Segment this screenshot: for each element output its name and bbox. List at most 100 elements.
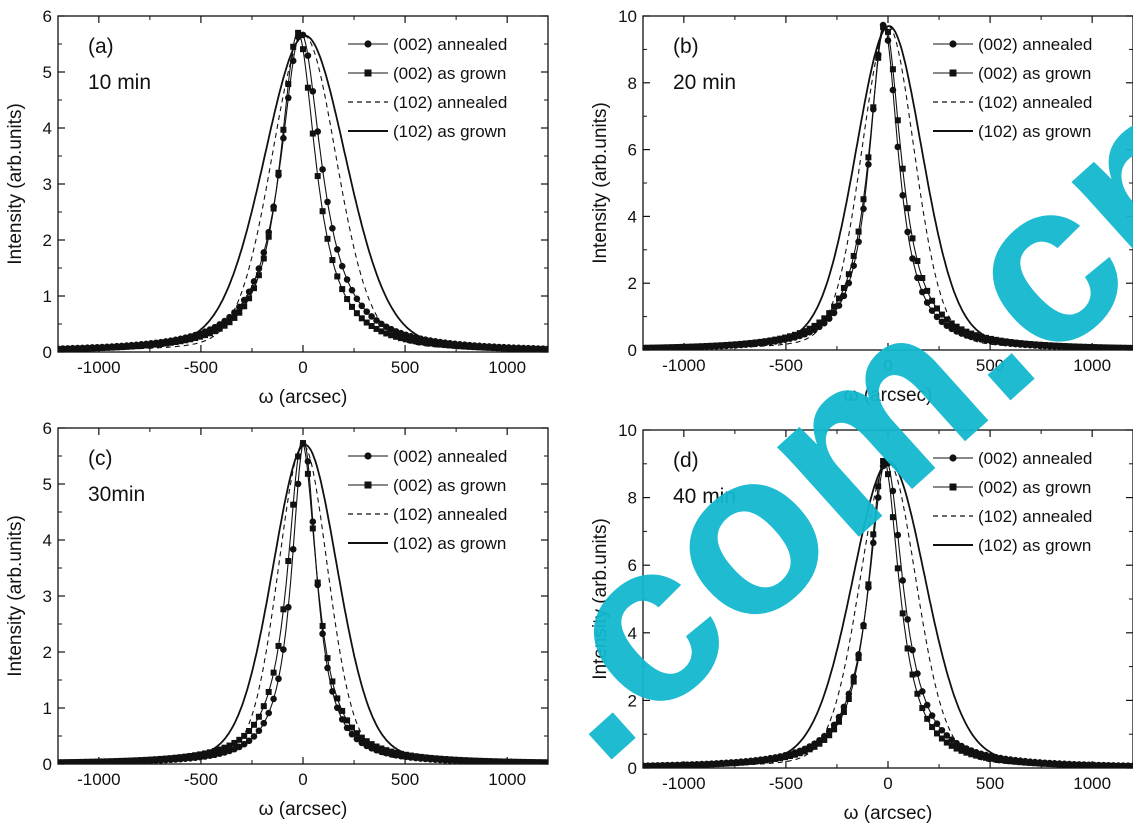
data-point-square <box>968 751 975 758</box>
data-point-circle <box>919 288 926 296</box>
data-point-square <box>368 323 375 330</box>
data-point-square <box>177 754 184 761</box>
data-point-square <box>860 196 867 203</box>
data-point-circle <box>368 313 375 320</box>
data-point-square <box>319 622 326 629</box>
data-point-square <box>319 208 326 215</box>
data-point-square <box>349 724 355 731</box>
data-point-square <box>953 745 960 752</box>
data-point-square <box>309 525 316 532</box>
data-point-square <box>777 335 784 342</box>
data-point-square <box>723 341 730 348</box>
legend-marker-circle <box>949 40 957 48</box>
data-point-square <box>192 335 199 342</box>
data-point-square <box>791 751 798 758</box>
data-point-square <box>241 303 248 310</box>
data-point-circle <box>348 286 356 294</box>
data-point-square <box>383 747 390 754</box>
data-point-square <box>265 688 272 695</box>
data-point-square <box>344 296 351 303</box>
data-point-square <box>231 314 238 321</box>
y-tick-label: 2 <box>628 691 637 710</box>
data-point-circle <box>923 701 931 709</box>
data-point-square <box>432 341 439 348</box>
data-point-square <box>958 747 965 754</box>
data-point-circle <box>334 246 341 253</box>
data-point-circle <box>285 94 292 102</box>
data-point-circle <box>319 166 326 173</box>
data-point-square <box>324 655 331 662</box>
data-point-square <box>412 338 419 345</box>
data-point-square <box>948 742 955 749</box>
data-point-circle <box>280 646 287 653</box>
legend-label: (102) as grown <box>978 536 1091 555</box>
data-point-square <box>943 316 950 323</box>
data-point-circle <box>334 704 341 712</box>
legend-marker-square <box>364 69 372 77</box>
legend-marker-square <box>949 483 957 491</box>
data-point-square <box>280 126 287 133</box>
data-point-square <box>187 336 194 343</box>
data-point-square <box>904 645 911 652</box>
data-point-circle <box>338 262 346 270</box>
data-point-square <box>231 739 238 746</box>
data-point-square <box>914 258 921 265</box>
data-point-square <box>904 205 911 212</box>
data-point-square <box>339 286 346 293</box>
data-point-square <box>875 54 882 61</box>
data-point-circle <box>353 735 361 743</box>
x-axis-label: ω (arcsec) <box>259 387 348 408</box>
data-point-circle <box>383 323 390 331</box>
data-point-square <box>870 531 877 538</box>
y-tick-label: 4 <box>628 624 637 643</box>
data-point-square <box>899 610 906 617</box>
data-point-square <box>393 333 400 340</box>
y-axis-label: Intensity (arb.units) <box>5 515 26 677</box>
data-point-square <box>757 338 764 345</box>
data-point-circle <box>894 143 902 151</box>
data-point-square <box>1032 341 1038 348</box>
data-point-circle <box>914 274 921 282</box>
legend-label: (102) annealed <box>978 93 1092 112</box>
data-point-square <box>728 341 735 348</box>
data-point-circle <box>943 732 951 739</box>
data-point-circle <box>933 720 941 728</box>
data-point-circle <box>373 317 380 324</box>
data-point-square <box>417 339 424 346</box>
data-point-square <box>393 749 400 756</box>
data-point-circle <box>865 161 872 168</box>
y-tick-label: 4 <box>43 531 52 550</box>
data-point-circle <box>899 192 906 199</box>
data-point-square <box>255 713 262 720</box>
data-point-square <box>880 24 887 31</box>
legend-label: (002) annealed <box>978 449 1092 468</box>
data-point-square <box>821 736 828 743</box>
y-tick-label: 5 <box>43 475 52 494</box>
data-point-square <box>398 750 404 757</box>
data-point-square <box>880 457 887 464</box>
data-point-square <box>334 695 341 702</box>
data-point-circle <box>304 52 312 59</box>
data-point-square <box>889 66 896 73</box>
data-point-circle <box>923 299 931 306</box>
data-point-square <box>388 332 395 339</box>
data-point-square <box>324 235 331 242</box>
data-point-square <box>865 154 872 161</box>
data-point-square <box>943 739 950 746</box>
data-point-square <box>1002 757 1009 764</box>
data-point-square <box>963 749 970 756</box>
data-point-square <box>855 228 862 235</box>
data-point-square <box>304 84 311 91</box>
x-axis-label: ω (arcsec) <box>259 799 348 820</box>
data-point-square <box>801 748 808 755</box>
data-point-circle <box>289 545 297 553</box>
data-point-circle <box>874 494 882 501</box>
y-tick-label: 0 <box>43 343 52 362</box>
data-point-square <box>329 678 336 685</box>
time-label: 40 min <box>673 485 736 508</box>
x-tick-label: 0 <box>883 356 892 375</box>
data-point-square <box>772 755 779 762</box>
data-point-square <box>899 165 906 172</box>
y-tick-label: 10 <box>618 7 637 26</box>
